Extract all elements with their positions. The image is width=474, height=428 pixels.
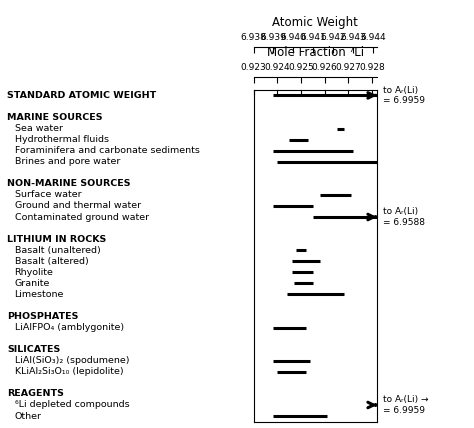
- Text: Foraminifera and carbonate sediments: Foraminifera and carbonate sediments: [15, 146, 200, 155]
- Text: Ground and thermal water: Ground and thermal water: [15, 202, 141, 211]
- Text: to Aᵣ(Li)
= 6.9588: to Aᵣ(Li) = 6.9588: [383, 207, 425, 227]
- Text: Limestone: Limestone: [15, 290, 64, 299]
- Text: LITHIUM IN ROCKS: LITHIUM IN ROCKS: [7, 235, 107, 244]
- Text: SILICATES: SILICATES: [7, 345, 61, 354]
- Text: Rhyolite: Rhyolite: [15, 268, 54, 277]
- Text: Sea water: Sea water: [15, 124, 63, 133]
- Text: PHOSPHATES: PHOSPHATES: [7, 312, 79, 321]
- Title: Mole Fraction ⁷Li: Mole Fraction ⁷Li: [267, 46, 364, 59]
- Text: Brines and pore water: Brines and pore water: [15, 157, 120, 166]
- Text: STANDARD ATOMIC WEIGHT: STANDARD ATOMIC WEIGHT: [7, 91, 156, 100]
- Text: REAGENTS: REAGENTS: [7, 389, 64, 398]
- Text: KLiAl₂Si₃O₁₀ (lepidolite): KLiAl₂Si₃O₁₀ (lepidolite): [15, 367, 123, 376]
- Text: Granite: Granite: [15, 279, 50, 288]
- Text: Basalt (unaltered): Basalt (unaltered): [15, 246, 100, 255]
- Text: Other: Other: [15, 412, 42, 421]
- Text: to Aᵣ(Li)
= 6.9959: to Aᵣ(Li) = 6.9959: [383, 86, 425, 105]
- Text: LiAlFPO₄ (amblygonite): LiAlFPO₄ (amblygonite): [15, 323, 124, 332]
- Text: NON-MARINE SOURCES: NON-MARINE SOURCES: [7, 179, 131, 188]
- Text: ⁶Li depleted compounds: ⁶Li depleted compounds: [15, 401, 129, 410]
- Text: MARINE SOURCES: MARINE SOURCES: [7, 113, 103, 122]
- Text: to Aᵣ(Li) →
= 6.9959: to Aᵣ(Li) → = 6.9959: [383, 395, 428, 415]
- Text: Surface water: Surface water: [15, 190, 81, 199]
- Text: Basalt (altered): Basalt (altered): [15, 257, 88, 266]
- Text: LiAl(SiO₃)₂ (spodumene): LiAl(SiO₃)₂ (spodumene): [15, 356, 129, 365]
- Text: Hydrothermal fluids: Hydrothermal fluids: [15, 135, 109, 144]
- Text: Contaminated ground water: Contaminated ground water: [15, 213, 149, 222]
- Title: Atomic Weight: Atomic Weight: [272, 16, 358, 29]
